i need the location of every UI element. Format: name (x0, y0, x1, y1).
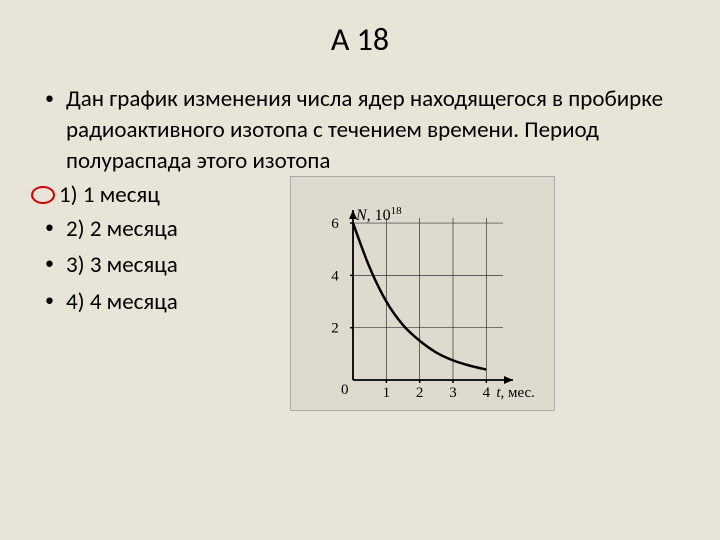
page-title: А 18 (35, 20, 685, 59)
bullet-marker: • (45, 249, 54, 278)
answer-3-text: 3) 3 месяца (66, 249, 178, 281)
answer-2-text: 2) 2 месяца (66, 213, 178, 245)
svg-text:4: 4 (331, 269, 339, 285)
red-circle-marker (31, 186, 55, 204)
answer-option-4: • 4) 4 месяца (45, 286, 280, 318)
decay-chart: 0 2 4 6 1 2 3 4 N, 1018 t, мес. (290, 176, 555, 411)
answer-4-text: 4) 4 месяца (66, 286, 178, 318)
svg-text:t, мес.: t, мес. (496, 385, 535, 400)
svg-text:2: 2 (331, 321, 339, 337)
bullet-marker: • (45, 213, 54, 242)
chart-container: 0 2 4 6 1 2 3 4 N, 1018 t, мес. (290, 176, 555, 411)
svg-text:3: 3 (449, 385, 457, 400)
svg-text:N, 1018: N, 1018 (355, 205, 402, 224)
svg-text:6: 6 (331, 216, 339, 232)
answer-1-text: 1) 1 месяц (59, 181, 160, 209)
answer-option-2: • 2) 2 месяца (45, 213, 280, 245)
problem-statement: • Дан график изменения числа ядер находя… (45, 84, 685, 177)
lower-section: 1) 1 месяц • 2) 2 месяца • 3) 3 месяца •… (45, 181, 685, 411)
problem-text: Дан график изменения числа ядер находяще… (66, 84, 685, 177)
bullet-marker: • (45, 286, 54, 315)
answers-column: 1) 1 месяц • 2) 2 месяца • 3) 3 месяца •… (45, 181, 280, 322)
svg-text:1: 1 (383, 385, 391, 400)
answer-option-1: 1) 1 месяц (45, 181, 280, 209)
svg-text:2: 2 (416, 385, 424, 400)
content-area: • Дан график изменения числа ядер находя… (35, 84, 685, 411)
svg-text:0: 0 (341, 382, 349, 398)
chart-svg: 0 2 4 6 1 2 3 4 N, 1018 t, мес. (303, 185, 548, 400)
bullet-marker: • (45, 84, 54, 113)
answer-option-3: • 3) 3 месяца (45, 249, 280, 281)
svg-text:4: 4 (483, 385, 491, 400)
